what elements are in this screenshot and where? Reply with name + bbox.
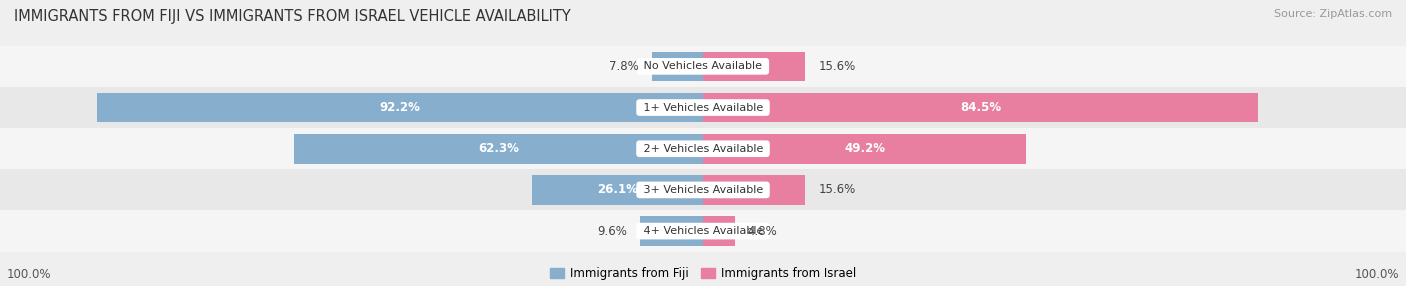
Bar — [0, 128, 1406, 169]
Bar — [652, 51, 703, 81]
Text: 4.8%: 4.8% — [748, 225, 778, 238]
Bar — [703, 51, 806, 81]
Text: 26.1%: 26.1% — [596, 183, 638, 196]
Text: 100.0%: 100.0% — [7, 268, 52, 281]
Text: 7.8%: 7.8% — [609, 60, 638, 73]
Bar — [0, 169, 1406, 210]
Bar — [0, 87, 1406, 128]
Bar — [97, 93, 703, 122]
Text: 15.6%: 15.6% — [818, 60, 856, 73]
Bar — [294, 134, 703, 164]
Text: 15.6%: 15.6% — [818, 183, 856, 196]
Text: No Vehicles Available: No Vehicles Available — [640, 61, 766, 71]
Text: 84.5%: 84.5% — [960, 101, 1001, 114]
Text: 62.3%: 62.3% — [478, 142, 519, 155]
Bar — [703, 134, 1026, 164]
Text: 9.6%: 9.6% — [598, 225, 627, 238]
Text: 3+ Vehicles Available: 3+ Vehicles Available — [640, 185, 766, 195]
Bar — [531, 175, 703, 205]
Text: 92.2%: 92.2% — [380, 101, 420, 114]
Legend: Immigrants from Fiji, Immigrants from Israel: Immigrants from Fiji, Immigrants from Is… — [550, 267, 856, 280]
Bar — [0, 46, 1406, 87]
Bar — [703, 93, 1258, 122]
Text: 49.2%: 49.2% — [844, 142, 886, 155]
Bar — [703, 175, 806, 205]
Text: 4+ Vehicles Available: 4+ Vehicles Available — [640, 226, 766, 236]
Text: 1+ Vehicles Available: 1+ Vehicles Available — [640, 103, 766, 112]
Text: IMMIGRANTS FROM FIJI VS IMMIGRANTS FROM ISRAEL VEHICLE AVAILABILITY: IMMIGRANTS FROM FIJI VS IMMIGRANTS FROM … — [14, 9, 571, 23]
Text: 100.0%: 100.0% — [1354, 268, 1399, 281]
Text: Source: ZipAtlas.com: Source: ZipAtlas.com — [1274, 9, 1392, 19]
Bar — [703, 216, 734, 246]
Bar — [640, 216, 703, 246]
Text: 2+ Vehicles Available: 2+ Vehicles Available — [640, 144, 766, 154]
Bar — [0, 210, 1406, 252]
